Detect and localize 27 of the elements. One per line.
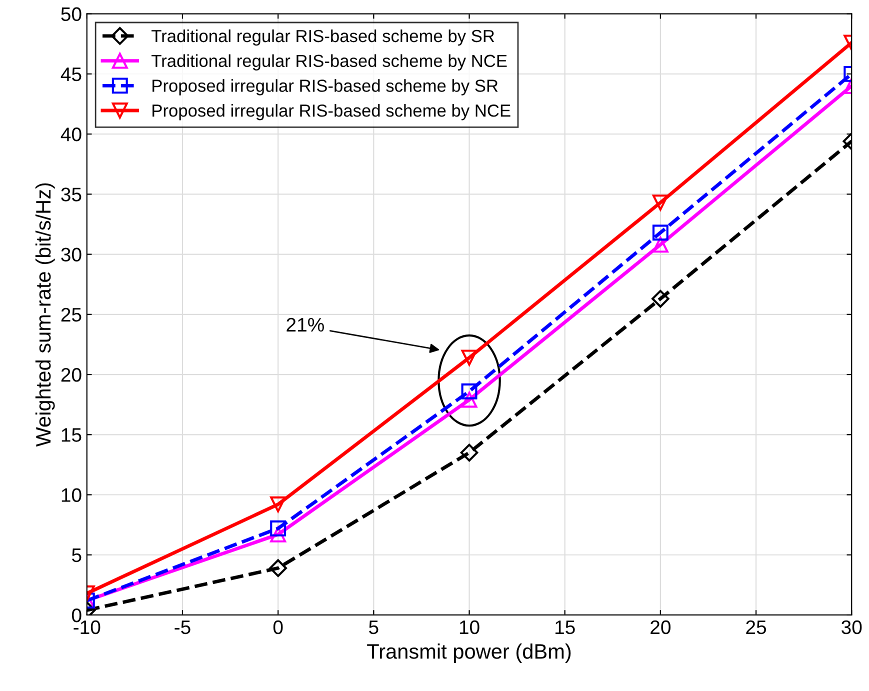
y-tick-label: 50 (61, 7, 82, 22)
y-tick-label: 15 (62, 428, 82, 442)
x-axis-title: Transmit power (dBm) (367, 644, 571, 663)
y-tick-label: 40 (60, 128, 82, 142)
y-tick-label: 45 (60, 68, 82, 82)
x-tick-label: 0 (273, 620, 283, 634)
x-tick-label: -10 (74, 620, 100, 634)
x-tick-label: 25 (746, 620, 766, 634)
y-tick-label: 35 (61, 188, 82, 202)
legend-label: Proposed irregular RIS-based scheme by SR (152, 79, 498, 96)
y-tick-label: 30 (61, 248, 82, 262)
y-tick-label: 5 (72, 548, 82, 562)
x-tick-label: 5 (369, 620, 378, 634)
y-tick-label: 25 (61, 308, 82, 322)
legend-label: Traditional regular RIS-based scheme by NCE (152, 54, 507, 70)
x-tick-label: 30 (842, 620, 862, 634)
annotation: 21% (286, 318, 324, 332)
x-tick-label: 15 (556, 620, 575, 634)
y-tick-label: 10 (62, 488, 82, 502)
legend-label: Proposed irregular RIS-based scheme by NCE (152, 104, 510, 120)
legend-label: Traditional regular RIS-based scheme by SR (152, 29, 494, 46)
x-tick-label: 20 (650, 620, 670, 634)
x-tick-label: -5 (174, 620, 190, 634)
x-tick-label: 10 (460, 620, 480, 634)
y-tick-label: 0 (72, 608, 82, 622)
y-tick-label: 20 (61, 368, 82, 382)
y-axis-title: Weighted sum-rate (bit/s/Hz) (35, 183, 55, 447)
